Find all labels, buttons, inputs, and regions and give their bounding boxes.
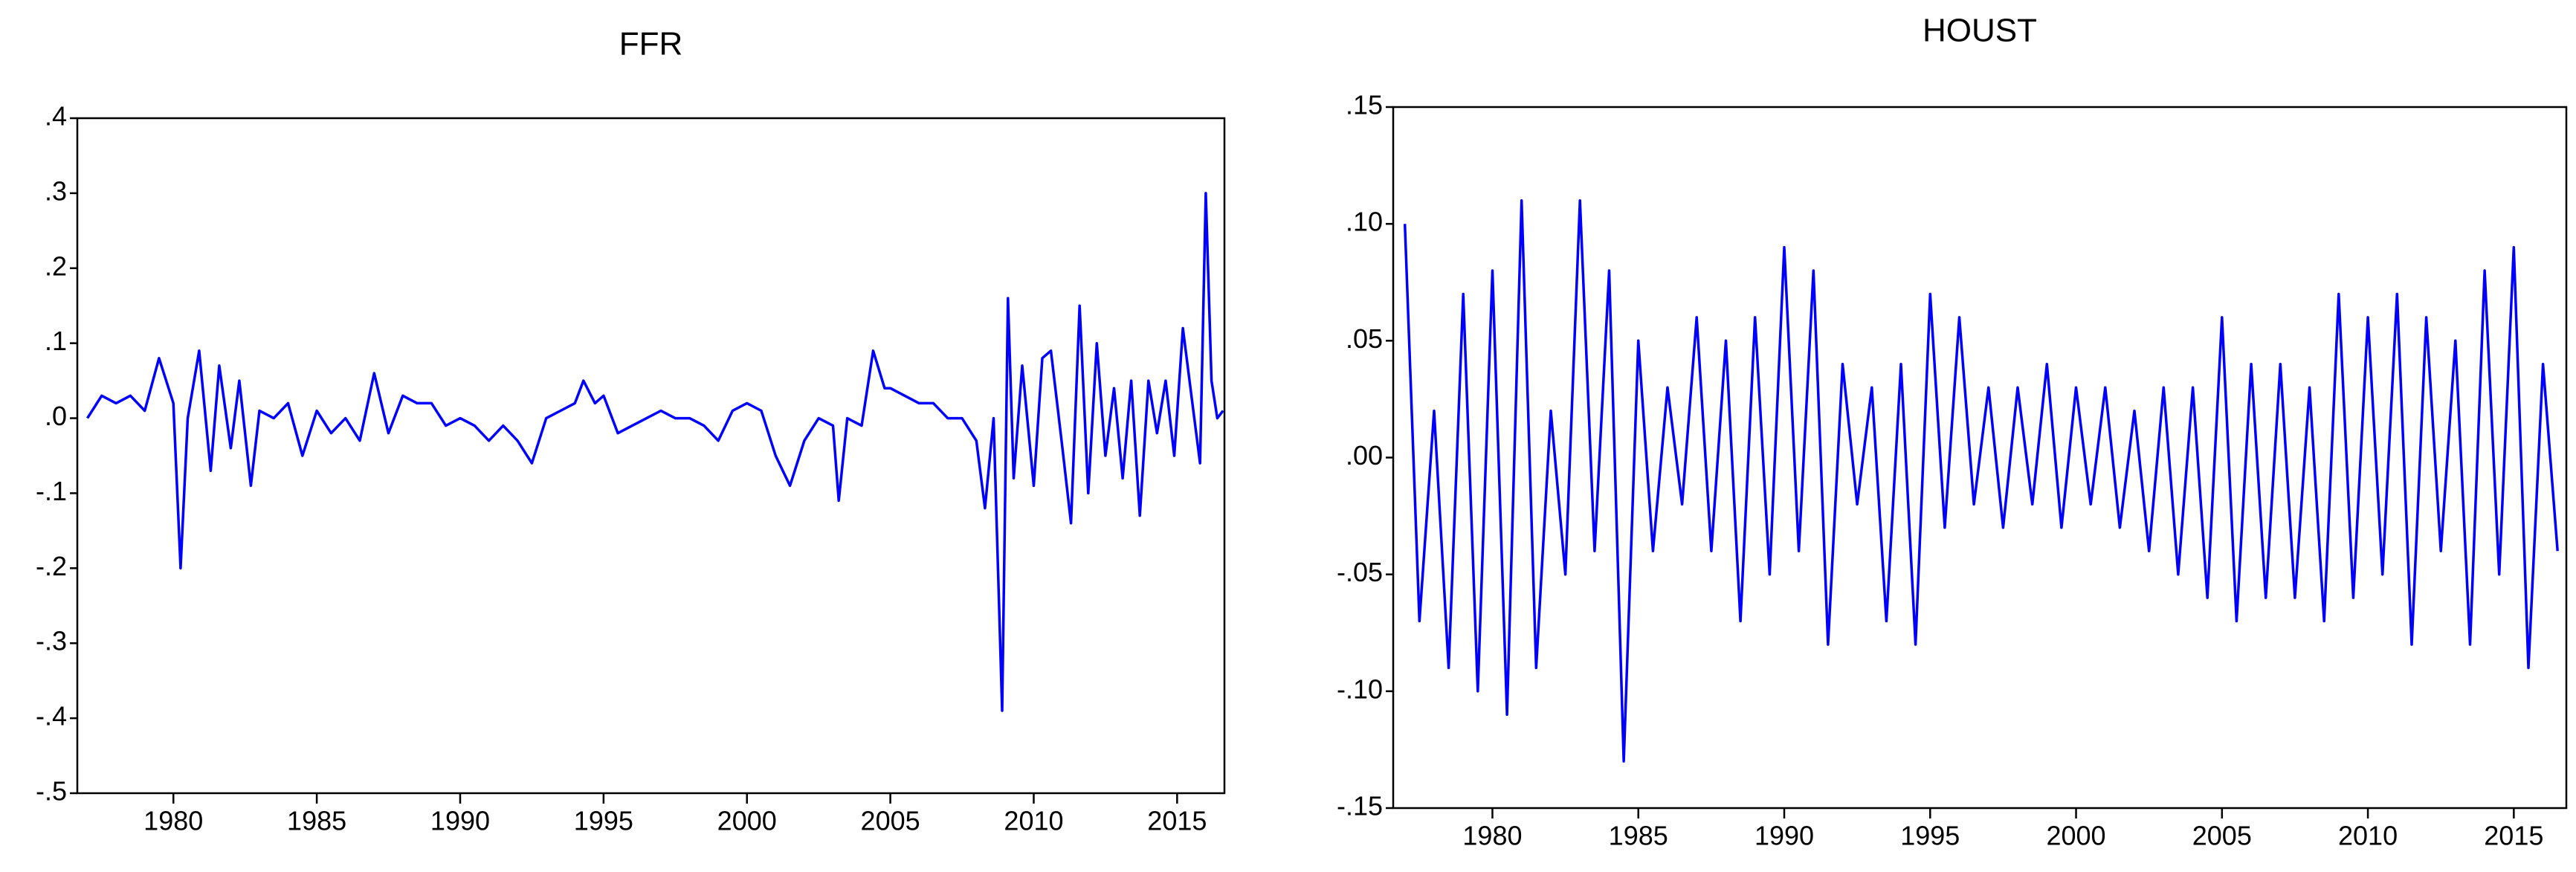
y-tick-label: -.10	[1337, 674, 1383, 704]
y-tick-label: .15	[1346, 90, 1383, 120]
y-tick-label: -.05	[1337, 557, 1383, 587]
x-tick-label: 2005	[861, 806, 920, 836]
y-tick-label: -.4	[36, 701, 67, 731]
x-tick-label: 1980	[1462, 821, 1522, 851]
x-tick-label: 2000	[2046, 821, 2105, 851]
y-tick-label: .4	[45, 101, 67, 132]
x-tick-label: 1990	[430, 806, 490, 836]
x-tick-label: 2010	[2338, 821, 2398, 851]
y-tick-label: .1	[45, 326, 67, 356]
data-line	[1403, 198, 2559, 763]
x-tick-label: 1985	[287, 806, 346, 836]
x-tick-label: 2015	[1147, 806, 1207, 836]
y-tick-label: -.15	[1337, 791, 1383, 821]
x-tick-label: 1995	[1900, 821, 1960, 851]
y-tick-label: .0	[45, 401, 67, 431]
y-tick-label: .10	[1346, 207, 1383, 237]
x-tick-label: 2010	[1004, 806, 1063, 836]
y-tick-label: -.1	[36, 476, 67, 506]
y-tick-label: -.2	[36, 551, 67, 581]
x-tick-label: 2005	[2192, 821, 2252, 851]
x-tick-label: 1990	[1755, 821, 1814, 851]
y-tick-label: -.5	[36, 776, 67, 807]
chart-title: HOUST	[1923, 13, 2037, 49]
y-tick-label: .05	[1346, 323, 1383, 354]
x-tick-label: 2015	[2484, 821, 2543, 851]
y-tick-label: .3	[45, 175, 67, 206]
y-tick-label: -.3	[36, 626, 67, 656]
x-tick-label: 1980	[143, 806, 203, 836]
y-tick-label: .2	[45, 251, 67, 281]
x-tick-label: 1995	[574, 806, 633, 836]
chart-title: FFR	[619, 26, 683, 62]
plot-frame	[76, 117, 1226, 795]
x-tick-label: 1985	[1609, 821, 1668, 851]
x-tick-label: 2000	[717, 806, 777, 836]
y-tick-label: .00	[1346, 440, 1383, 471]
data-line	[86, 192, 1224, 712]
